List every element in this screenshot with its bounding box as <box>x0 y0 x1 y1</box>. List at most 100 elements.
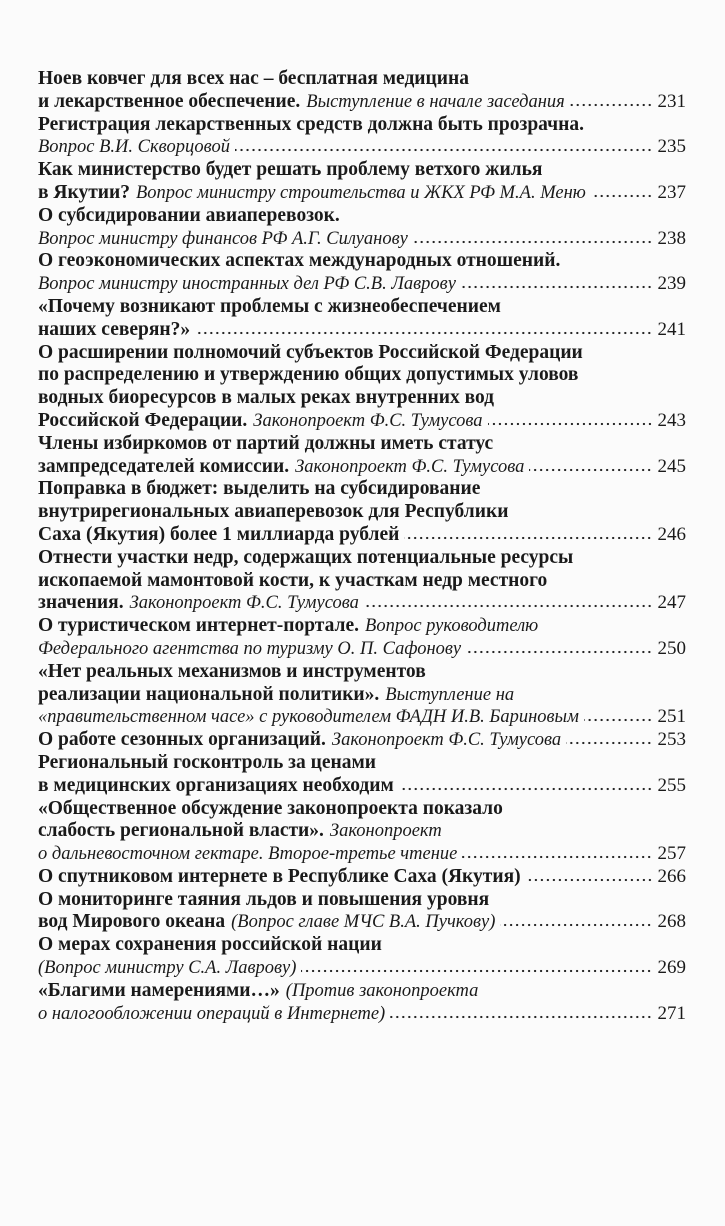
toc-entry: «Общественное обсуждение законопроекта п… <box>38 798 686 866</box>
leader-dots <box>590 193 653 198</box>
toc-entry: Регистрация лекарственных средств должна… <box>38 114 686 160</box>
toc-line: «Благими намерениями…» (Против законопрое… <box>38 980 686 1003</box>
page-number: 246 <box>657 523 687 545</box>
toc-line: Региональный госконтроль за ценами <box>38 752 686 775</box>
entry-note: (Вопрос главе МЧС В.А. Пучкову) <box>231 912 496 933</box>
entry-title: внутрирегиональных авиаперевозок для Рес… <box>38 501 509 523</box>
entry-title: Регистрация лекарственных средств должна… <box>38 113 585 135</box>
toc-line: «Общественное обсуждение законопроекта п… <box>38 798 686 821</box>
entry-title: Члены избиркомов от партий должны иметь … <box>38 432 494 454</box>
entry-note: Федерального агентства по туризму О. П. … <box>38 638 462 659</box>
toc-line: Саха (Якутия) более 1 миллиарда рублей 24… <box>38 524 686 547</box>
leader-dots <box>363 604 653 609</box>
entry-note: Законопроект Ф.С. Тумусова <box>331 730 562 751</box>
toc-entry: О спутниковом интернете в Республике Сах… <box>38 866 686 889</box>
toc-line: Отнести участки недр, содержащих потенци… <box>38 547 686 570</box>
entry-note: Вопрос министру строительства и ЖКХ РФ М… <box>136 182 586 203</box>
toc-line: о налогообложении операций в Интернете) 2… <box>38 1003 686 1026</box>
entry-title: Региональный госконтроль за ценами <box>38 751 377 773</box>
entry-note: о дальневосточном гектаре. Второе-третье… <box>38 844 458 865</box>
entry-title: и лекарственное обеспечение. <box>38 90 301 112</box>
toc-line: Вопрос министру финансов РФ А.Г. Силуано… <box>38 228 686 251</box>
entry-title: О мониторинге таяния льдов и повышения у… <box>38 888 490 910</box>
page-number: 271 <box>657 1002 687 1024</box>
page-number: 251 <box>657 706 687 728</box>
page-number: 268 <box>657 911 687 933</box>
table-of-contents: Ноев ковчег для всех нас – бесплатная ме… <box>38 68 686 1025</box>
toc-entry: Как министерство будет решать проблему в… <box>38 159 686 205</box>
toc-entry: О мерах сохранения российской нации (Вопр… <box>38 934 686 980</box>
toc-entry: О расширении полномочий субъектов Россий… <box>38 342 686 433</box>
entry-note: (Против законопроекта <box>285 980 479 1001</box>
leader-dots <box>398 786 653 791</box>
entry-title: О мерах сохранения российской нации <box>38 934 382 956</box>
entry-title: наших северян?» <box>38 318 191 340</box>
toc-line: вод Мирового океана (Вопрос главе МЧС В.А… <box>38 911 686 934</box>
entry-title: в Якутии? <box>38 181 130 203</box>
page-number: 269 <box>657 957 687 979</box>
toc-entry: «Почему возникают проблемы с жизнеобеспе… <box>38 296 686 342</box>
toc-line: Ноев ковчег для всех нас – бесплатная ме… <box>38 68 686 91</box>
page-number: 257 <box>657 843 687 865</box>
toc-line: О туристическом интернет-портале. Вопрос … <box>38 615 686 638</box>
leader-dots <box>412 239 653 244</box>
entry-title: реализации национальной политики». <box>38 683 380 705</box>
page-number: 238 <box>657 227 687 249</box>
entry-note: (Вопрос министру С.А. Лаврову) <box>38 958 297 979</box>
toc-line: в медицинских организациях необходим 255 <box>38 775 686 798</box>
toc-line: О спутниковом интернете в Республике Сах… <box>38 866 686 889</box>
toc-line: Федерального агентства по туризму О. П. … <box>38 638 686 661</box>
entry-note: Законопроект Ф.С. Тумусова <box>129 593 359 614</box>
toc-line: «правительственном часе» с руководителем… <box>38 706 686 729</box>
entry-title: «Почему возникают проблемы с жизнеобеспе… <box>38 295 501 317</box>
entry-note: «правительственном часе» с руководителем… <box>38 707 579 728</box>
toc-entry: О геоэкономических аспектах международны… <box>38 250 686 296</box>
entry-title: «Общественное обсуждение законопроекта п… <box>38 797 503 819</box>
toc-line: Вопрос В.И. Скворцовой 235 <box>38 136 686 159</box>
toc-line: по распределению и утверждению общих доп… <box>38 364 686 387</box>
toc-line: и лекарственное обеспечение. Выступление … <box>38 91 686 114</box>
leader-dots <box>500 923 653 928</box>
leader-dots <box>487 421 653 426</box>
toc-entry: «Благими намерениями…» (Против законопрое… <box>38 980 686 1026</box>
page-number: 253 <box>657 729 687 751</box>
leader-dots <box>195 330 653 335</box>
page-number: 237 <box>657 181 687 203</box>
entry-title: Ноев ковчег для всех нас – бесплатная ме… <box>38 68 469 89</box>
entry-title: Как министерство будет решать проблему в… <box>38 159 543 181</box>
leader-dots <box>390 1014 653 1019</box>
toc-line: «Нет реальных механизмов и инструментов <box>38 661 686 684</box>
entry-title: водных биоресурсов в малых реках внутрен… <box>38 387 495 409</box>
toc-line: О расширении полномочий субъектов Россий… <box>38 342 686 365</box>
toc-line: Поправка в бюджет: выделить на субсидиро… <box>38 478 686 501</box>
page-number: 250 <box>657 637 687 659</box>
toc-line: О работе сезонных организаций. Законопрое… <box>38 729 686 752</box>
entry-title: О спутниковом интернете в Республике Сах… <box>38 865 521 887</box>
toc-line: Как министерство будет решать проблему в… <box>38 159 686 182</box>
entry-note: Вопрос В.И. Скворцовой <box>38 137 230 158</box>
entry-title: О расширении полномочий субъектов Россий… <box>38 341 583 363</box>
page-number: 239 <box>657 273 687 295</box>
toc-line: значения. Законопроект Ф.С. Тумусова 247 <box>38 592 686 615</box>
leader-dots <box>569 102 653 107</box>
entry-note: Выступление в начале заседания <box>306 91 565 112</box>
toc-line: о дальневосточном гектаре. Второе-третье… <box>38 843 686 866</box>
toc-entry: О туристическом интернет-портале. Вопрос … <box>38 615 686 661</box>
entry-title: Российской Федерации. <box>38 409 248 431</box>
entry-title: Отнести участки недр, содержащих потенци… <box>38 546 574 568</box>
leader-dots <box>583 718 653 723</box>
entry-title: Саха (Якутия) более 1 миллиарда рублей <box>38 523 400 545</box>
toc-line: О геоэкономических аспектах международны… <box>38 250 686 273</box>
toc-line: водных биоресурсов в малых реках внутрен… <box>38 387 686 410</box>
toc-line: ископаемой мамонтовой кости, к участкам … <box>38 570 686 593</box>
leader-dots <box>462 855 653 860</box>
toc-entry: Отнести участки недр, содержащих потенци… <box>38 547 686 615</box>
entry-note: Выступление на <box>385 684 515 705</box>
entry-title: вод Мирового океана <box>38 911 226 933</box>
toc-entry: Поправка в бюджет: выделить на субсидиро… <box>38 478 686 546</box>
leader-dots <box>301 969 653 974</box>
toc-line: в Якутии? Вопрос министру строительства и… <box>38 182 686 205</box>
toc-line: Вопрос министру иностранных дел РФ С.В. … <box>38 273 686 296</box>
entry-note: Законопроект <box>329 821 442 842</box>
entry-note: Вопрос руководителю <box>365 616 539 637</box>
